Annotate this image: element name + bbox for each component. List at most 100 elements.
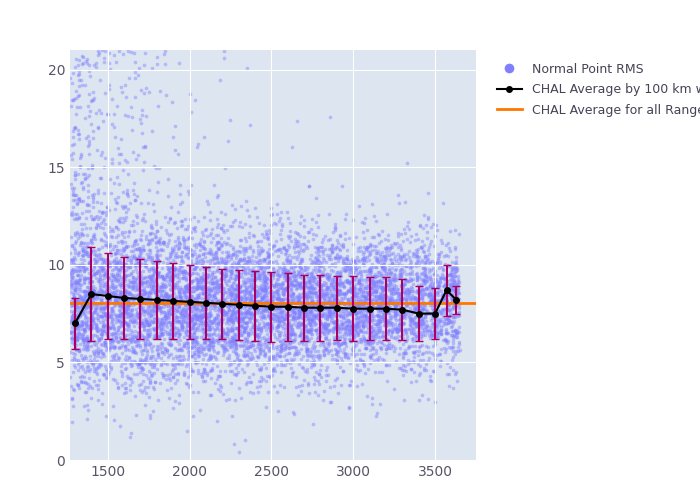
- Point: [360, 282, 371, 290]
- Point: [449, 245, 461, 253]
- Point: [213, 330, 224, 338]
- Point: [288, 328, 299, 336]
- Point: [337, 324, 348, 332]
- Point: [148, 385, 160, 393]
- Point: [265, 228, 276, 236]
- Point: [163, 340, 174, 348]
- Point: [275, 346, 286, 354]
- Point: [293, 266, 304, 274]
- Point: [218, 347, 230, 355]
- Point: [186, 307, 197, 315]
- Point: [299, 312, 310, 320]
- Point: [213, 287, 224, 295]
- Point: [331, 270, 342, 278]
- Point: [253, 300, 265, 308]
- Point: [83, 112, 94, 120]
- Point: [321, 270, 332, 278]
- Point: [127, 284, 139, 292]
- Point: [340, 352, 351, 360]
- Point: [132, 338, 144, 346]
- Point: [108, 344, 120, 352]
- Point: [274, 337, 286, 345]
- Point: [256, 265, 267, 273]
- Point: [172, 308, 183, 316]
- Point: [274, 216, 285, 224]
- Point: [392, 298, 403, 306]
- Point: [248, 276, 260, 284]
- Point: [253, 282, 265, 290]
- Point: [197, 373, 208, 381]
- Point: [438, 321, 449, 329]
- Point: [73, 194, 84, 202]
- Point: [258, 333, 270, 341]
- Point: [293, 268, 304, 276]
- Point: [264, 252, 275, 260]
- Point: [152, 316, 163, 324]
- Point: [195, 234, 206, 242]
- Point: [184, 294, 195, 302]
- Point: [162, 272, 173, 280]
- Point: [160, 60, 171, 68]
- Point: [251, 316, 262, 324]
- Point: [297, 274, 308, 282]
- Point: [421, 342, 432, 350]
- Point: [135, 119, 146, 127]
- Point: [276, 316, 288, 324]
- Point: [409, 308, 420, 316]
- Point: [181, 304, 192, 312]
- Point: [82, 248, 93, 256]
- Point: [199, 248, 211, 256]
- Point: [305, 310, 316, 318]
- Point: [272, 266, 284, 274]
- Point: [256, 299, 267, 307]
- Point: [218, 258, 230, 266]
- Point: [326, 292, 337, 300]
- Point: [208, 234, 219, 242]
- Point: [167, 373, 178, 381]
- Point: [336, 320, 347, 328]
- Point: [120, 272, 131, 280]
- Point: [224, 264, 235, 272]
- Point: [328, 308, 339, 316]
- Point: [285, 292, 296, 300]
- Point: [210, 314, 221, 322]
- Point: [421, 228, 433, 236]
- Point: [356, 306, 368, 314]
- Point: [162, 256, 174, 264]
- Point: [74, 154, 85, 162]
- Point: [251, 360, 262, 368]
- Point: [181, 308, 192, 316]
- Point: [431, 324, 442, 332]
- Point: [118, 307, 130, 315]
- Point: [113, 150, 125, 158]
- Point: [435, 248, 447, 256]
- Point: [288, 308, 300, 316]
- Point: [96, 46, 107, 54]
- Point: [230, 204, 241, 212]
- Point: [356, 350, 367, 358]
- Point: [169, 311, 180, 319]
- Point: [316, 324, 327, 332]
- Point: [233, 448, 244, 456]
- Point: [95, 346, 106, 354]
- Point: [276, 281, 288, 289]
- Point: [88, 262, 99, 270]
- Point: [446, 274, 457, 281]
- Point: [85, 293, 97, 301]
- Point: [372, 312, 383, 320]
- Point: [370, 320, 382, 328]
- Point: [72, 271, 83, 279]
- Point: [252, 332, 263, 340]
- Point: [149, 331, 160, 339]
- Point: [95, 284, 106, 292]
- Point: [332, 311, 344, 319]
- Point: [356, 300, 368, 308]
- Point: [445, 263, 456, 271]
- Point: [136, 362, 147, 370]
- Point: [212, 231, 223, 239]
- Point: [385, 334, 396, 342]
- Point: [237, 268, 248, 276]
- Point: [295, 338, 307, 345]
- Point: [328, 228, 339, 235]
- Point: [418, 324, 429, 332]
